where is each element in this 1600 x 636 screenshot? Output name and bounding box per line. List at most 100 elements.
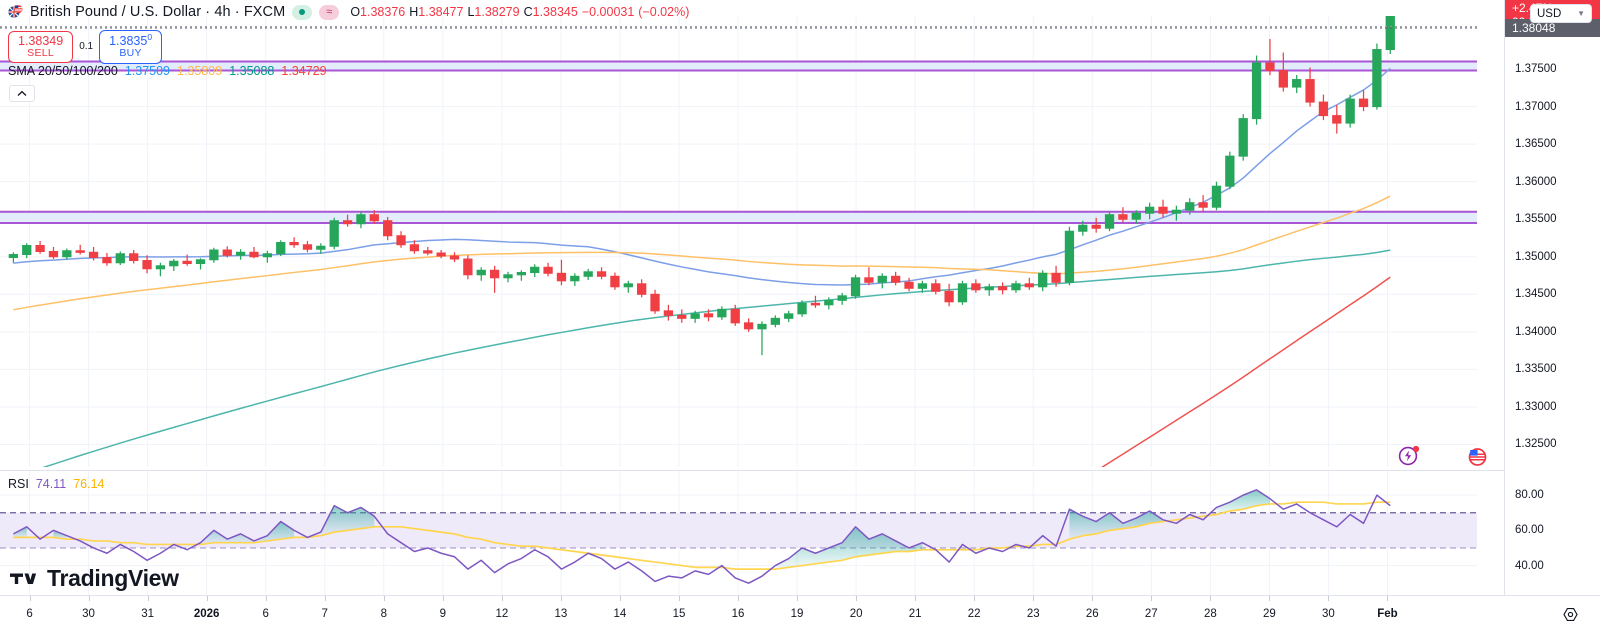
quick-alert-icon[interactable]	[1398, 444, 1420, 466]
price-axis-label: 1.34500	[1515, 288, 1557, 301]
time-axis-label: 29	[1262, 608, 1276, 620]
time-axis-tick	[265, 596, 267, 601]
time-axis-label: 30	[82, 608, 95, 620]
time-axis-tick	[206, 596, 208, 601]
time-axis-label: 14	[613, 608, 627, 620]
time-axis-tick	[1092, 596, 1094, 601]
time-axis-tick	[1387, 596, 1389, 601]
time-axis-label: 27	[1144, 608, 1158, 620]
time-axis-label: 6	[262, 608, 269, 620]
chart-settings-icon[interactable]	[1563, 607, 1578, 627]
ohlc-values: O1.38376 H1.38477 L1.38279 C1.38345 −0.0…	[350, 5, 689, 19]
sma200-value: 1.34729	[281, 64, 327, 78]
time-axis-tick	[619, 596, 621, 601]
time-axis-label: 26	[1085, 608, 1099, 620]
time-axis-label: 20	[849, 608, 863, 620]
time-axis-tick	[678, 596, 680, 601]
currency-value: USD	[1537, 7, 1562, 20]
time-axis-label: Feb	[1377, 608, 1398, 620]
time-axis-label: 19	[790, 608, 804, 620]
price-axis-label: 1.35000	[1515, 250, 1557, 263]
sell-price: 1.38349	[18, 33, 64, 48]
time-axis-tick	[29, 596, 31, 601]
price-axis-label: 1.34000	[1515, 325, 1557, 338]
time-axis-tick	[560, 596, 562, 601]
tradingview-logo-icon	[10, 573, 37, 584]
market-open-dot-icon	[292, 4, 313, 20]
currency-selector[interactable]: USD ▼	[1530, 4, 1592, 23]
price-axis-label: 1.36000	[1515, 175, 1557, 188]
price-axis-label: 1.37000	[1515, 100, 1557, 113]
time-axis-label: 7	[321, 608, 328, 620]
pane-divider	[0, 470, 1505, 471]
time-axis-label: 16	[731, 608, 745, 620]
collapse-pane-button[interactable]	[9, 85, 35, 102]
time-axis-tick	[974, 596, 976, 601]
flag-circle-icon	[1468, 448, 1487, 466]
price-axis-label: 1.33000	[1515, 400, 1557, 413]
sma-indicator-legend[interactable]: SMA 20/50/100/200 1.37509 1.35809 1.3508…	[8, 64, 327, 78]
time-axis-tick	[1269, 596, 1271, 601]
time-axis-tick	[856, 596, 858, 601]
time-axis-tick	[383, 596, 385, 601]
ohlc-o-value: 1.38376	[360, 5, 406, 19]
rsi-value: 74.11	[35, 477, 67, 491]
sma100-value: 1.35088	[229, 64, 275, 78]
time-axis-tick	[1210, 596, 1212, 601]
symbol-title[interactable]: British Pound / U.S. Dollar · 4h · FXCM	[30, 4, 286, 20]
rsi-ma-value: 76.14	[73, 477, 105, 491]
sma20-value: 1.37509	[124, 64, 170, 78]
data-source-wave-icon: ≈	[319, 4, 340, 20]
flag-marker-icon[interactable]	[1468, 446, 1490, 468]
time-axis-tick	[147, 596, 149, 601]
price-axis[interactable]: 1.37500 1.37000 1.36500 1.36000 1.35500 1.350…	[1505, 0, 1600, 595]
buy-label: BUY	[119, 47, 142, 60]
rsi-chart-pane[interactable]	[0, 471, 1505, 595]
ohlc-l-label: L	[467, 5, 475, 19]
price-axis-label: 1.37500	[1515, 63, 1557, 76]
rsi-axis-label: 60.00	[1515, 524, 1544, 537]
trade-widget: 1.38349 SELL 0.1 1.38350 BUY	[8, 30, 163, 64]
time-axis-label: 13	[554, 608, 568, 620]
time-axis-label: 23	[1026, 608, 1040, 620]
time-axis-label: 15	[672, 608, 686, 620]
chevron-up-icon	[17, 90, 27, 96]
ohlc-o-label: O	[350, 5, 361, 19]
chart-header-legend: British Pound / U.S. Dollar · 4h · FXCM …	[0, 0, 1600, 24]
sell-button[interactable]: 1.38349 SELL	[8, 30, 74, 64]
ohlc-c-value: 1.38345	[532, 5, 578, 19]
time-axis-label: 6	[26, 608, 33, 620]
time-axis-tick	[442, 596, 444, 601]
buy-button[interactable]: 1.38350 BUY	[99, 30, 163, 64]
time-axis-label: 31	[141, 608, 154, 620]
ohlc-change-abs: −0.00031	[581, 5, 635, 19]
sma-legend-label: SMA 20/50/100/200	[8, 64, 118, 78]
price-axis-label: 1.36500	[1515, 138, 1557, 151]
time-axis-tick	[88, 596, 90, 601]
sma50-value: 1.35809	[177, 64, 223, 78]
ohlc-c-label: C	[523, 5, 533, 19]
time-axis-label: 2026	[193, 608, 220, 620]
time-axis-label: 28	[1203, 608, 1217, 620]
previous-close-tag: 1.38048	[1505, 18, 1600, 37]
time-axis-label: 9	[439, 608, 447, 620]
tradingview-watermark: TradingView	[10, 565, 179, 592]
time-axis-tick	[738, 596, 740, 601]
time-axis-tick	[1328, 596, 1330, 601]
rsi-indicator-legend[interactable]: RSI 74.11 76.14	[8, 477, 104, 491]
time-axis-label: 22	[967, 608, 981, 620]
time-axis[interactable]: 6 30 31 2026 6 7 8 9 12 13 14 15 16 19 20 21 22 23 26 27 28 2…	[0, 595, 1600, 636]
axis-separator	[1504, 0, 1505, 595]
price-axis-label: 1.33500	[1515, 363, 1557, 376]
time-axis-tick	[797, 596, 799, 601]
rsi-axis-label: 80.00	[1515, 489, 1544, 502]
ohlc-h-label: H	[409, 5, 419, 19]
time-axis-tick	[1151, 596, 1153, 601]
time-axis-tick	[324, 596, 326, 601]
time-axis-label: 12	[495, 608, 509, 620]
watermark-text: TradingView	[47, 565, 179, 591]
price-axis-label: 1.32500	[1515, 438, 1557, 451]
ohlc-change-pct: (−0.02%)	[638, 5, 690, 19]
price-chart-pane[interactable]	[0, 16, 1505, 467]
